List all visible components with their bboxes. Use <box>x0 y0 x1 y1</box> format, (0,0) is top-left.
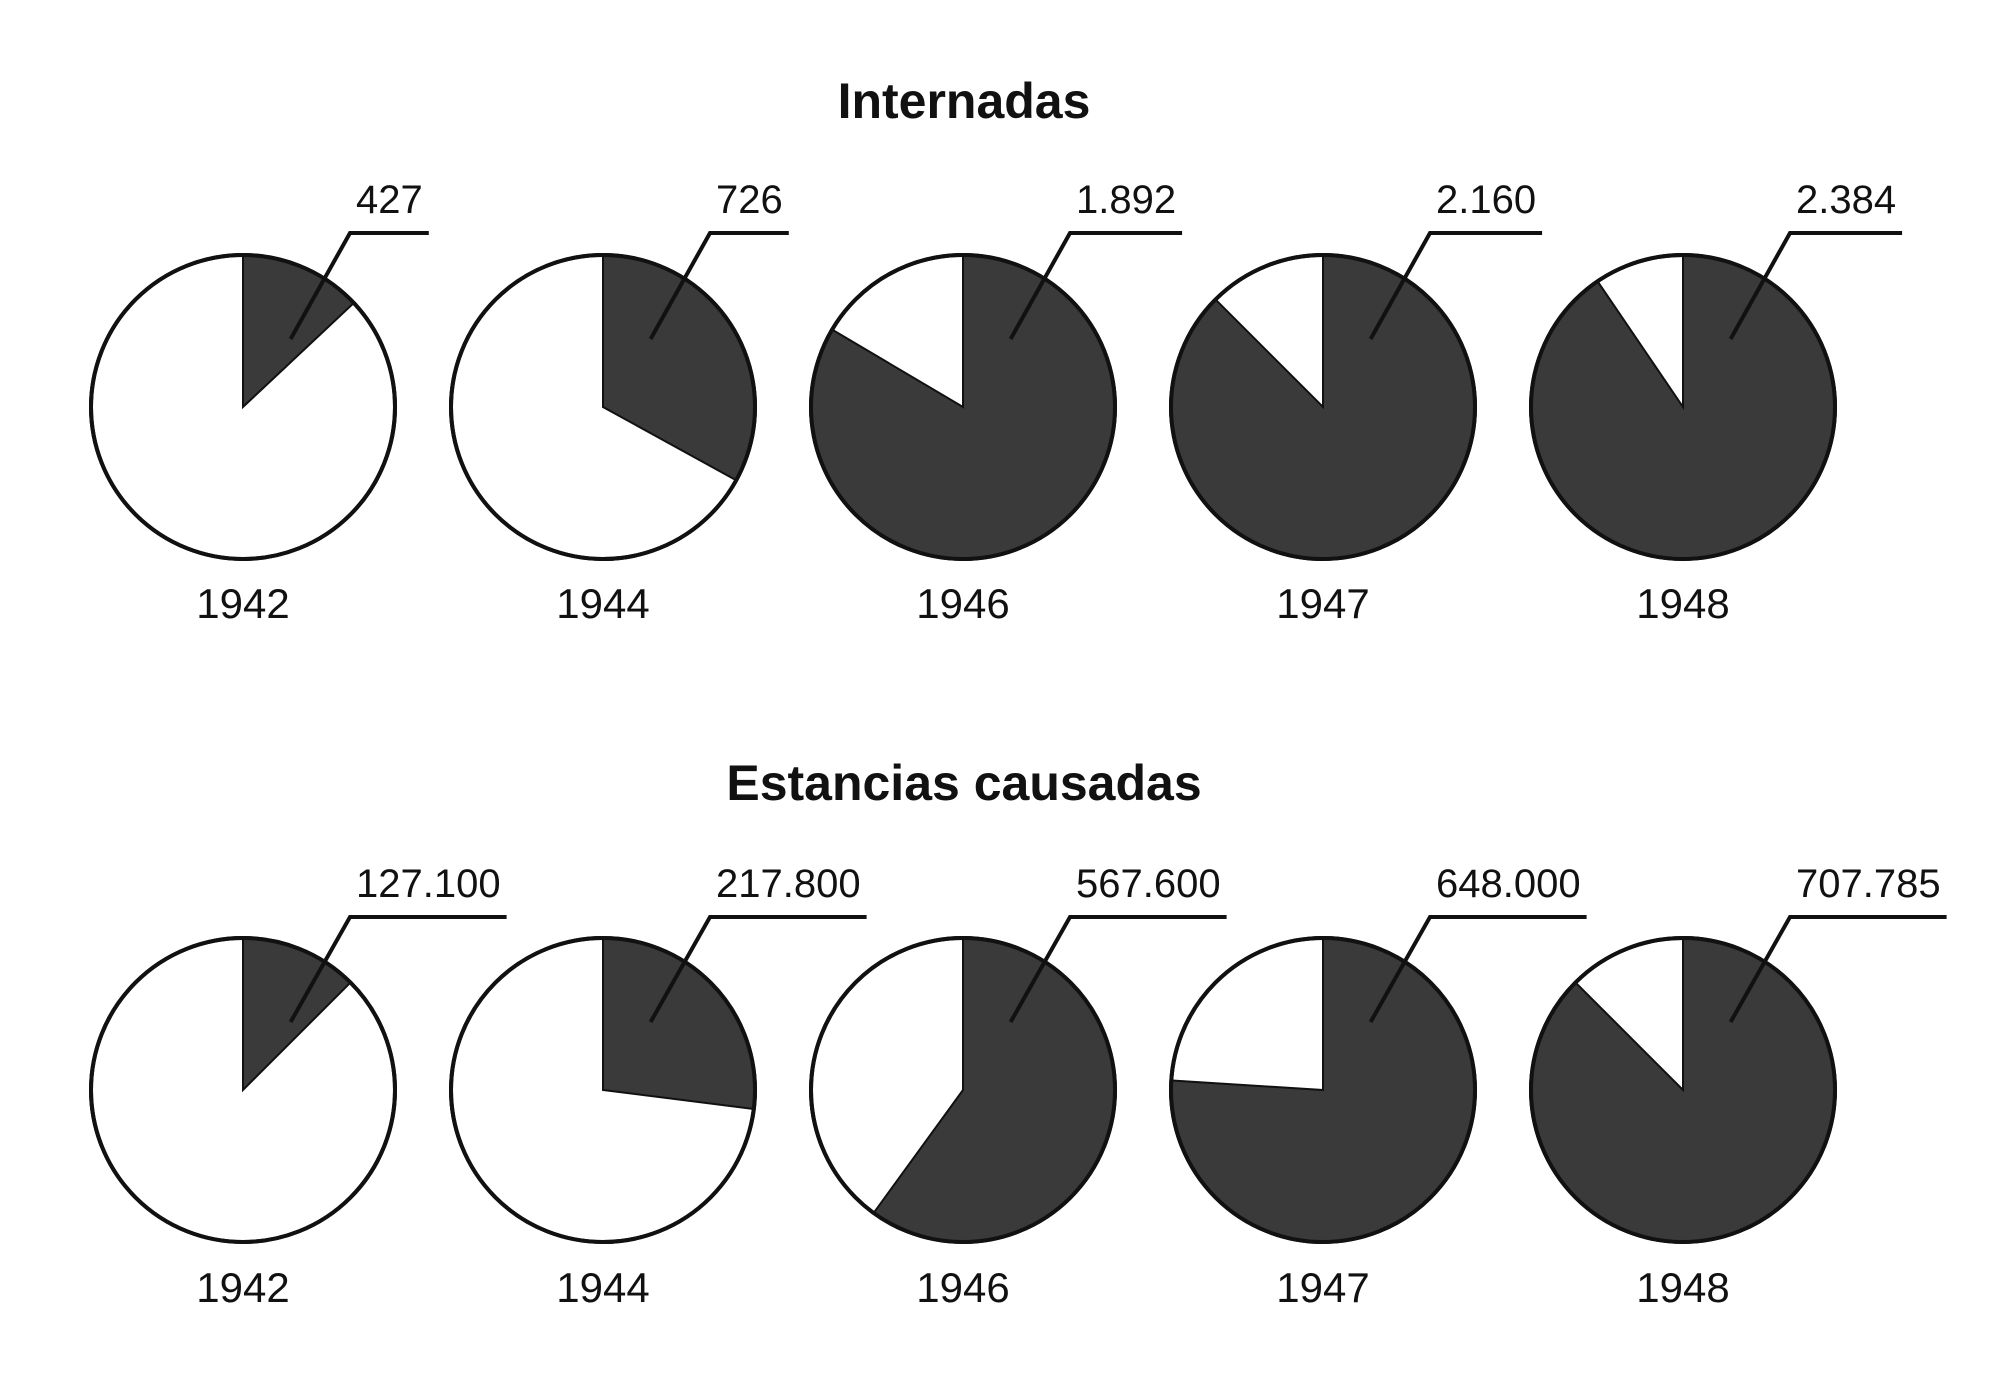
value-label: 648.000 <box>1436 862 1581 906</box>
leader-line <box>1368 231 1543 340</box>
pie-outline <box>449 253 757 561</box>
year-label: 1947 <box>1276 580 1369 627</box>
pie-outline <box>1169 936 1477 1244</box>
pie-outline <box>809 253 1117 561</box>
value-label: 1.892 <box>1076 178 1176 222</box>
leader-line <box>288 231 429 340</box>
year-label: 1944 <box>556 580 649 627</box>
value-label: 427 <box>356 178 423 222</box>
value-label: 726 <box>716 178 783 222</box>
year-label: 1948 <box>1636 580 1729 627</box>
leader-line <box>648 915 867 1023</box>
leader-line <box>1008 915 1227 1023</box>
leader-line <box>1728 915 1947 1023</box>
value-label: 127.100 <box>356 862 501 906</box>
value-label: 217.800 <box>716 862 861 906</box>
year-label: 1948 <box>1636 1264 1729 1311</box>
year-label: 1944 <box>556 1264 649 1311</box>
pie-outline <box>1529 253 1837 561</box>
leader-line <box>1368 915 1587 1023</box>
year-label: 1942 <box>196 580 289 627</box>
value-label: 707.785 <box>1796 862 1941 906</box>
chart-title: Estancias causadas <box>726 755 1201 811</box>
pie-outline <box>1529 936 1837 1244</box>
leader-line <box>288 915 507 1023</box>
year-label: 1946 <box>916 1264 1009 1311</box>
value-label: 2.384 <box>1796 178 1896 222</box>
leader-line <box>1008 231 1183 340</box>
year-label: 1947 <box>1276 1264 1369 1311</box>
pie-slice <box>602 936 756 1111</box>
pie-outline <box>1169 253 1477 561</box>
pie-outline <box>809 936 1117 1244</box>
pie-outline <box>449 936 757 1244</box>
value-label: 2.160 <box>1436 178 1536 222</box>
chart-title: Internadas <box>838 73 1091 129</box>
value-label: 567.600 <box>1076 862 1221 906</box>
pie-outline <box>89 253 397 561</box>
leader-line <box>648 231 789 340</box>
pie-outline <box>89 936 397 1244</box>
leader-line <box>1728 231 1903 340</box>
year-label: 1942 <box>196 1264 289 1311</box>
year-label: 1946 <box>916 580 1009 627</box>
